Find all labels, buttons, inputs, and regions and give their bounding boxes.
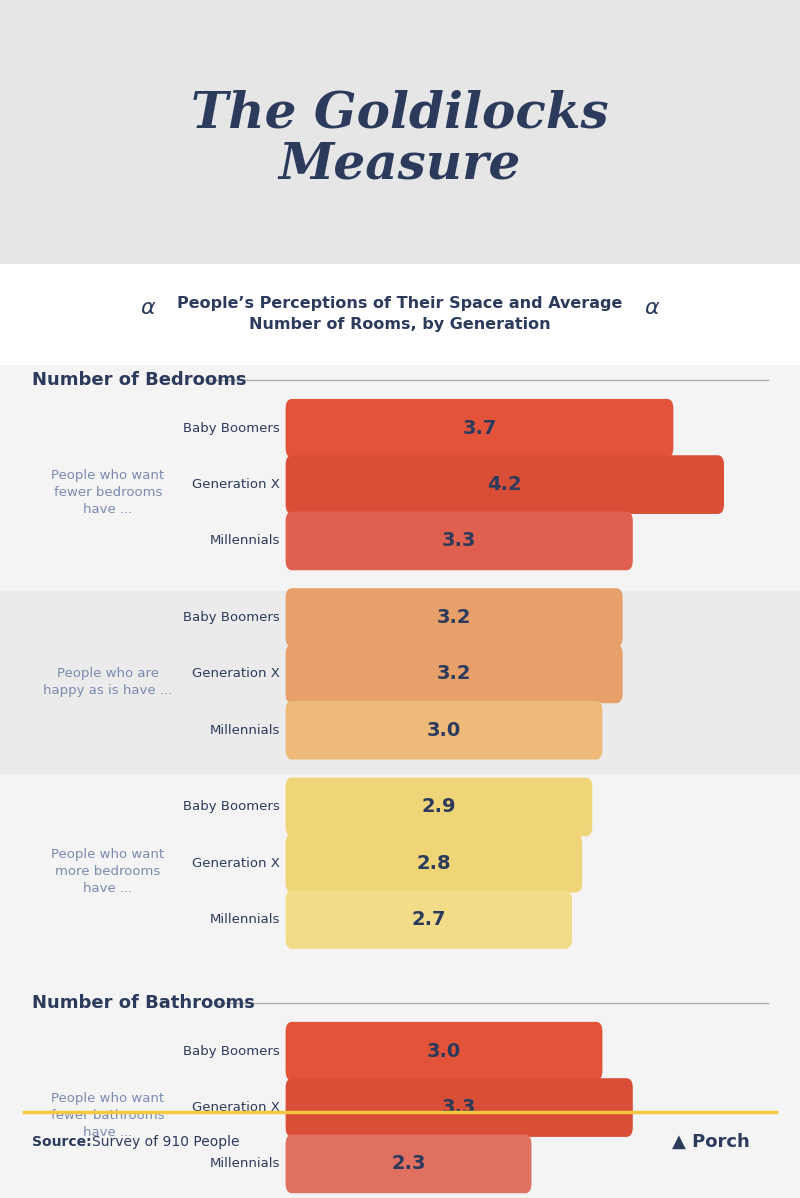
Text: Baby Boomers: Baby Boomers: [183, 800, 280, 813]
FancyBboxPatch shape: [286, 588, 622, 647]
Text: Baby Boomers: Baby Boomers: [183, 422, 280, 435]
Text: Millennials: Millennials: [210, 534, 280, 547]
FancyBboxPatch shape: [286, 512, 633, 570]
Text: 2.8: 2.8: [417, 854, 451, 872]
FancyBboxPatch shape: [286, 645, 622, 703]
Text: Millennials: Millennials: [210, 913, 280, 926]
Text: People who are
happy as is have ...: People who are happy as is have ...: [43, 667, 173, 697]
FancyBboxPatch shape: [286, 778, 592, 836]
Text: ▲ Porch: ▲ Porch: [672, 1132, 750, 1151]
Text: Millennials: Millennials: [210, 724, 280, 737]
Text: 3.2: 3.2: [437, 665, 471, 683]
Bar: [0, 591, 800, 774]
Text: People’s Perceptions of Their Space and Average
Number of Rooms, by Generation: People’s Perceptions of Their Space and …: [178, 296, 622, 333]
Text: People who want
fewer bedrooms
have ...: People who want fewer bedrooms have ...: [51, 470, 165, 516]
Text: Baby Boomers: Baby Boomers: [183, 611, 280, 624]
Text: 2.7: 2.7: [411, 910, 446, 928]
FancyBboxPatch shape: [286, 1135, 531, 1193]
Text: Number of Bathrooms: Number of Bathrooms: [32, 993, 255, 1012]
FancyBboxPatch shape: [286, 834, 582, 893]
Text: 2.3: 2.3: [391, 1155, 426, 1173]
Text: Number of Bedrooms: Number of Bedrooms: [32, 370, 246, 389]
Text: Generation X: Generation X: [192, 478, 280, 491]
Text: 4.2: 4.2: [487, 476, 522, 494]
FancyBboxPatch shape: [286, 455, 724, 514]
FancyBboxPatch shape: [286, 1022, 602, 1081]
Bar: [0, 0, 800, 264]
FancyBboxPatch shape: [286, 399, 674, 458]
Bar: [0, 264, 800, 365]
Text: The Goldilocks: The Goldilocks: [191, 90, 609, 138]
Text: 3.7: 3.7: [462, 419, 497, 437]
Text: 3.3: 3.3: [442, 1099, 476, 1117]
Text: 3.0: 3.0: [427, 1042, 461, 1060]
Text: α: α: [141, 298, 155, 319]
Text: People who want
fewer bathrooms
have ...: People who want fewer bathrooms have ...: [51, 1093, 165, 1139]
Text: Survey of 910 People: Survey of 910 People: [92, 1135, 239, 1149]
Text: Millennials: Millennials: [210, 1157, 280, 1170]
Text: 3.2: 3.2: [437, 609, 471, 627]
Text: 3.3: 3.3: [442, 532, 476, 550]
Text: Generation X: Generation X: [192, 667, 280, 680]
Text: Generation X: Generation X: [192, 857, 280, 870]
Text: 3.0: 3.0: [427, 721, 461, 739]
Text: 2.9: 2.9: [422, 798, 456, 816]
Text: α: α: [645, 298, 659, 319]
Text: Baby Boomers: Baby Boomers: [183, 1045, 280, 1058]
FancyBboxPatch shape: [286, 701, 602, 760]
Text: Source:: Source:: [32, 1135, 92, 1149]
Text: Measure: Measure: [279, 141, 521, 189]
FancyBboxPatch shape: [286, 1078, 633, 1137]
Text: Generation X: Generation X: [192, 1101, 280, 1114]
Text: People who want
more bedrooms
have ...: People who want more bedrooms have ...: [51, 848, 165, 895]
FancyBboxPatch shape: [286, 890, 572, 949]
